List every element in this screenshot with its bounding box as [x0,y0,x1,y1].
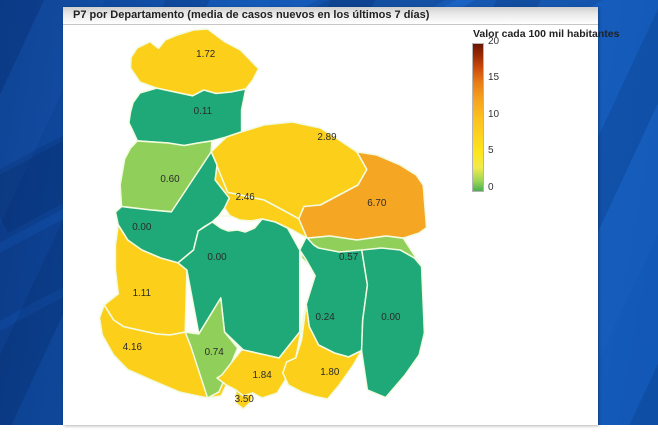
svg-text:0.57: 0.57 [339,252,359,263]
svg-text:0.00: 0.00 [132,222,152,233]
svg-text:2.89: 2.89 [317,132,337,143]
svg-text:1.11: 1.11 [133,288,152,299]
svg-text:1.84: 1.84 [253,370,273,381]
svg-text:0.00: 0.00 [207,252,227,263]
svg-text:2.46: 2.46 [236,192,256,203]
svg-text:6.70: 6.70 [367,198,387,209]
svg-text:0.74: 0.74 [205,347,225,358]
svg-text:4.16: 4.16 [123,342,143,353]
svg-text:1.80: 1.80 [320,367,340,378]
svg-text:0.60: 0.60 [160,174,180,185]
svg-text:1.72: 1.72 [196,49,216,60]
svg-text:0.24: 0.24 [316,312,336,323]
svg-text:0.11: 0.11 [194,106,213,117]
svg-text:0.00: 0.00 [381,312,401,323]
svg-text:3.50: 3.50 [235,394,255,405]
